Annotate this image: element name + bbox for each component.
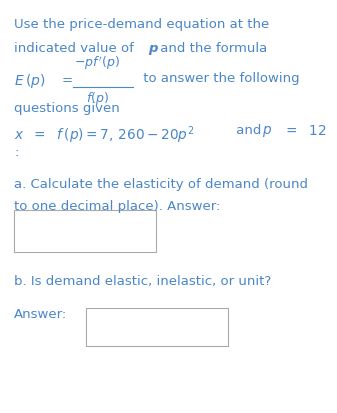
- Text: Answer:: Answer:: [14, 308, 67, 321]
- Text: $x\ \ =\ \ f\,(p) = 7,\,260 - 20p^2$: $x\ \ =\ \ f\,(p) = 7,\,260 - 20p^2$: [14, 124, 194, 146]
- Text: p: p: [149, 42, 158, 55]
- Text: to answer the following: to answer the following: [139, 72, 300, 85]
- Text: b. Is demand elastic, inelastic, or unit?: b. Is demand elastic, inelastic, or unit…: [14, 275, 271, 288]
- Text: to one decimal place). Answer:: to one decimal place). Answer:: [14, 200, 220, 213]
- Text: questions given: questions given: [14, 102, 120, 115]
- Text: indicated value of: indicated value of: [14, 42, 138, 55]
- Text: $\ \ =\ \ 12$: $\ \ =\ \ 12$: [274, 124, 326, 138]
- Text: a. Calculate the elasticity of demand (round: a. Calculate the elasticity of demand (r…: [14, 178, 308, 191]
- Text: and: and: [232, 124, 266, 137]
- Text: Use the price-demand equation at the: Use the price-demand equation at the: [14, 18, 269, 31]
- Text: :: :: [14, 146, 19, 159]
- Text: $E\,(p)$: $E\,(p)$: [14, 72, 45, 90]
- FancyBboxPatch shape: [86, 308, 228, 346]
- Text: $-pf\,'(p)$: $-pf\,'(p)$: [74, 54, 120, 71]
- Text: $f(p)$: $f(p)$: [86, 90, 109, 107]
- Text: and the formula: and the formula: [156, 42, 267, 55]
- Text: $p$: $p$: [262, 124, 272, 139]
- Text: $=$: $=$: [59, 72, 73, 85]
- FancyBboxPatch shape: [14, 210, 156, 252]
